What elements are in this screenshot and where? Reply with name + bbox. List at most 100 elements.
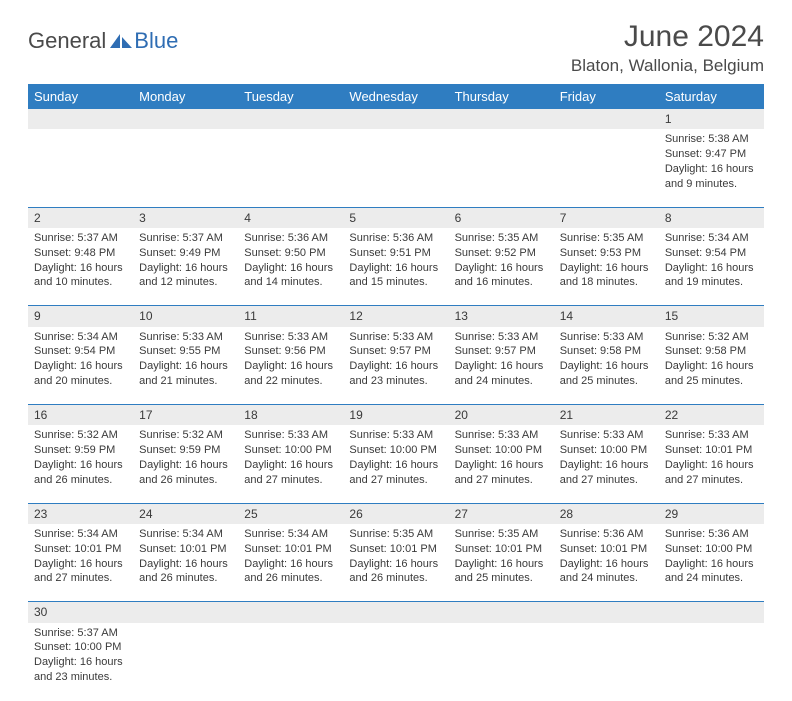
sail-icon	[108, 32, 134, 50]
day-cell-line: Sunrise: 5:35 AM	[349, 527, 442, 542]
day-cell-line: Sunset: 9:59 PM	[34, 443, 127, 458]
day-number	[554, 109, 659, 129]
weekday-header: Saturday	[659, 84, 764, 109]
day-cell: Sunrise: 5:33 AMSunset: 10:00 PMDaylight…	[238, 425, 343, 503]
day-content-row: Sunrise: 5:38 AMSunset: 9:47 PMDaylight:…	[28, 129, 764, 207]
day-cell: Sunrise: 5:33 AMSunset: 9:58 PMDaylight:…	[554, 327, 659, 405]
day-cell-line: Sunrise: 5:36 AM	[560, 527, 653, 542]
day-cell-line: Daylight: 16 hours and 22 minutes.	[244, 359, 337, 389]
day-cell-line: Daylight: 16 hours and 24 minutes.	[560, 557, 653, 587]
day-cell-line: Sunset: 9:58 PM	[665, 344, 758, 359]
day-cell-line: Sunset: 9:56 PM	[244, 344, 337, 359]
day-cell-line: Sunset: 10:01 PM	[665, 443, 758, 458]
day-cell-line: Daylight: 16 hours and 27 minutes.	[560, 458, 653, 488]
day-cell	[133, 623, 238, 701]
title-block: June 2024 Blaton, Wallonia, Belgium	[571, 20, 764, 76]
day-cell	[554, 129, 659, 207]
day-cell	[238, 129, 343, 207]
weekday-header: Thursday	[449, 84, 554, 109]
day-number: 19	[343, 405, 448, 426]
day-number: 8	[659, 207, 764, 228]
day-cell-line: Sunrise: 5:33 AM	[455, 428, 548, 443]
day-content-row: Sunrise: 5:34 AMSunset: 9:54 PMDaylight:…	[28, 327, 764, 405]
day-cell-line: Sunrise: 5:34 AM	[665, 231, 758, 246]
day-cell-line: Sunrise: 5:37 AM	[34, 231, 127, 246]
day-number	[238, 109, 343, 129]
day-cell-line: Sunrise: 5:33 AM	[560, 428, 653, 443]
day-cell	[28, 129, 133, 207]
day-cell-line: Sunrise: 5:32 AM	[665, 330, 758, 345]
day-cell-line: Sunset: 10:01 PM	[34, 542, 127, 557]
day-cell: Sunrise: 5:33 AMSunset: 10:00 PMDaylight…	[554, 425, 659, 503]
day-cell: Sunrise: 5:34 AMSunset: 9:54 PMDaylight:…	[659, 228, 764, 306]
day-cell-line: Sunset: 10:00 PM	[560, 443, 653, 458]
day-number-row: 23242526272829	[28, 503, 764, 524]
day-number: 16	[28, 405, 133, 426]
day-cell-line: Sunrise: 5:33 AM	[665, 428, 758, 443]
day-cell-line: Daylight: 16 hours and 14 minutes.	[244, 261, 337, 291]
day-content-row: Sunrise: 5:37 AMSunset: 9:48 PMDaylight:…	[28, 228, 764, 306]
weekday-header: Sunday	[28, 84, 133, 109]
day-number: 12	[343, 306, 448, 327]
day-cell: Sunrise: 5:35 AMSunset: 10:01 PMDaylight…	[449, 524, 554, 602]
day-cell: Sunrise: 5:33 AMSunset: 9:55 PMDaylight:…	[133, 327, 238, 405]
day-cell-line: Sunset: 9:50 PM	[244, 246, 337, 261]
day-number: 6	[449, 207, 554, 228]
day-cell-line: Sunset: 10:01 PM	[455, 542, 548, 557]
day-number: 24	[133, 503, 238, 524]
day-cell-line: Sunset: 9:49 PM	[139, 246, 232, 261]
day-cell-line: Sunrise: 5:34 AM	[34, 527, 127, 542]
day-number	[343, 602, 448, 623]
day-number	[133, 109, 238, 129]
day-cell-line: Sunset: 10:00 PM	[455, 443, 548, 458]
day-number: 1	[659, 109, 764, 129]
day-cell: Sunrise: 5:35 AMSunset: 10:01 PMDaylight…	[343, 524, 448, 602]
day-cell-line: Sunset: 10:00 PM	[349, 443, 442, 458]
day-cell-line: Sunrise: 5:37 AM	[139, 231, 232, 246]
day-cell-line: Sunrise: 5:33 AM	[455, 330, 548, 345]
day-number-row: 1	[28, 109, 764, 129]
brand-text-2: Blue	[134, 28, 178, 54]
day-number: 15	[659, 306, 764, 327]
day-number	[133, 602, 238, 623]
day-cell: Sunrise: 5:33 AMSunset: 10:00 PMDaylight…	[343, 425, 448, 503]
day-cell	[343, 129, 448, 207]
day-cell-line: Daylight: 16 hours and 19 minutes.	[665, 261, 758, 291]
day-cell-line: Daylight: 16 hours and 25 minutes.	[665, 359, 758, 389]
day-cell-line: Daylight: 16 hours and 27 minutes.	[455, 458, 548, 488]
day-cell-line: Sunrise: 5:33 AM	[244, 330, 337, 345]
day-cell-line: Sunset: 10:01 PM	[244, 542, 337, 557]
day-cell: Sunrise: 5:33 AMSunset: 9:57 PMDaylight:…	[449, 327, 554, 405]
day-number	[449, 109, 554, 129]
weekday-header-row: Sunday Monday Tuesday Wednesday Thursday…	[28, 84, 764, 109]
day-cell-line: Daylight: 16 hours and 23 minutes.	[34, 655, 127, 685]
day-content-row: Sunrise: 5:34 AMSunset: 10:01 PMDaylight…	[28, 524, 764, 602]
day-cell-line: Daylight: 16 hours and 27 minutes.	[665, 458, 758, 488]
day-cell	[133, 129, 238, 207]
day-number: 26	[343, 503, 448, 524]
day-cell-line: Sunrise: 5:36 AM	[244, 231, 337, 246]
day-number: 23	[28, 503, 133, 524]
day-cell-line: Sunrise: 5:38 AM	[665, 132, 758, 147]
day-cell-line: Daylight: 16 hours and 10 minutes.	[34, 261, 127, 291]
day-cell-line: Daylight: 16 hours and 24 minutes.	[455, 359, 548, 389]
day-number-row: 9101112131415	[28, 306, 764, 327]
day-cell-line: Daylight: 16 hours and 16 minutes.	[455, 261, 548, 291]
day-number: 28	[554, 503, 659, 524]
day-cell-line: Daylight: 16 hours and 26 minutes.	[34, 458, 127, 488]
day-cell: Sunrise: 5:32 AMSunset: 9:59 PMDaylight:…	[133, 425, 238, 503]
day-number: 5	[343, 207, 448, 228]
day-cell-line: Daylight: 16 hours and 24 minutes.	[665, 557, 758, 587]
day-cell: Sunrise: 5:36 AMSunset: 10:00 PMDaylight…	[659, 524, 764, 602]
weekday-header: Tuesday	[238, 84, 343, 109]
day-cell-line: Daylight: 16 hours and 21 minutes.	[139, 359, 232, 389]
day-number: 3	[133, 207, 238, 228]
day-cell: Sunrise: 5:34 AMSunset: 10:01 PMDaylight…	[238, 524, 343, 602]
day-number	[28, 109, 133, 129]
day-cell-line: Sunrise: 5:37 AM	[34, 626, 127, 641]
day-cell-line: Daylight: 16 hours and 20 minutes.	[34, 359, 127, 389]
day-cell: Sunrise: 5:36 AMSunset: 9:50 PMDaylight:…	[238, 228, 343, 306]
day-cell: Sunrise: 5:33 AMSunset: 10:01 PMDaylight…	[659, 425, 764, 503]
day-cell-line: Sunset: 9:59 PM	[139, 443, 232, 458]
day-cell-line: Daylight: 16 hours and 26 minutes.	[244, 557, 337, 587]
